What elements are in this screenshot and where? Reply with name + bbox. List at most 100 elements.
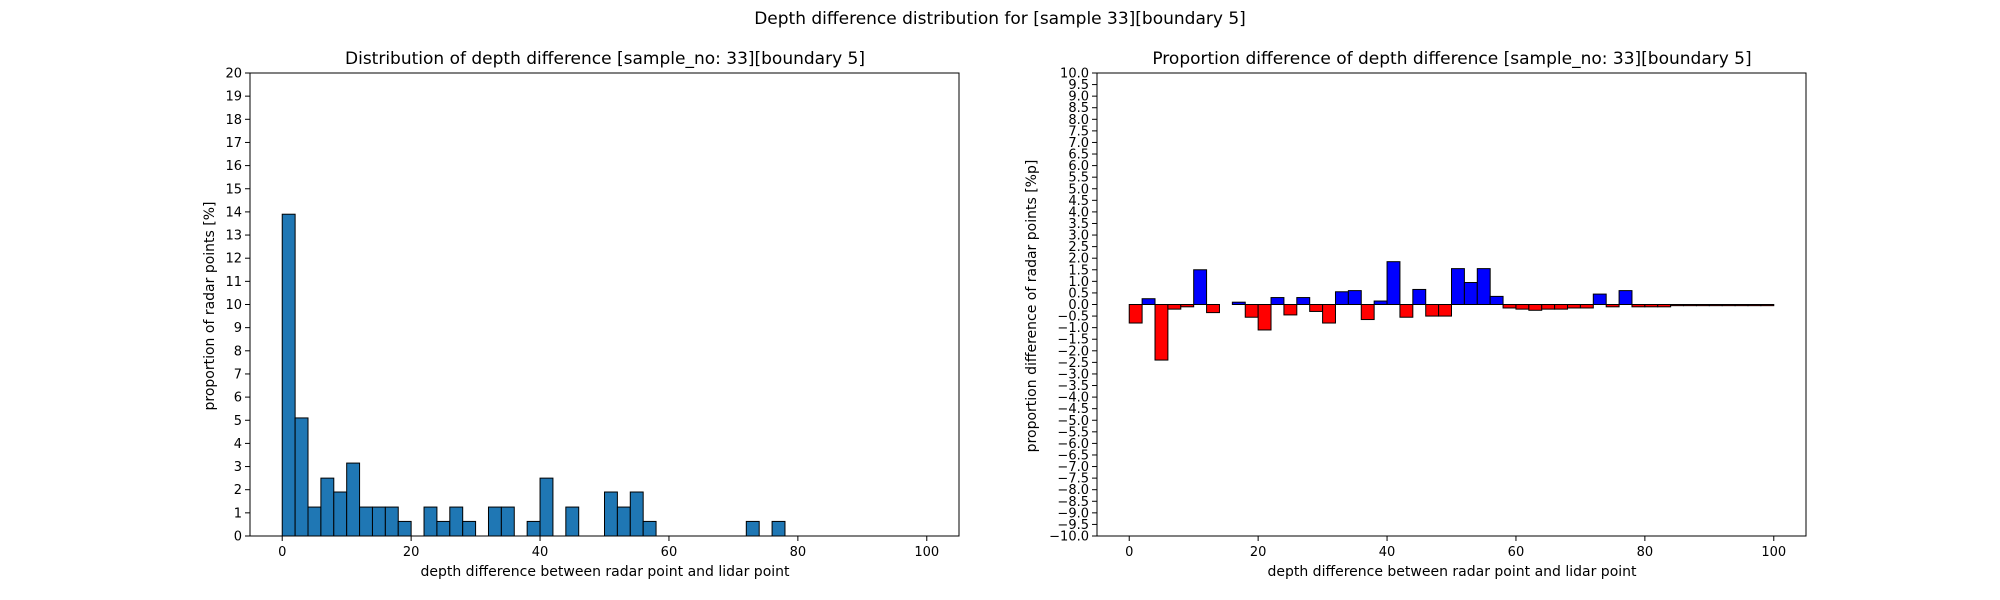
y-tick-label: 6.5 [1068, 148, 1089, 163]
bar [1141, 298, 1156, 305]
y-axis-label: proportion of radar points [%] [202, 201, 218, 410]
y-tick-label: −9.5 [1057, 518, 1089, 533]
bar [1309, 304, 1324, 312]
bar [604, 491, 618, 537]
y-tick-label: −3.0 [1057, 367, 1089, 382]
y-tick-label: 2.5 [1068, 240, 1089, 255]
bar [1631, 304, 1646, 308]
bar [1541, 304, 1556, 310]
y-tick-label: 11 [225, 275, 242, 290]
y-tick-label: −7.5 [1057, 472, 1089, 487]
bar [1579, 304, 1594, 309]
bars [281, 213, 786, 537]
bar [526, 520, 541, 537]
y-tick-label: −8.5 [1057, 495, 1089, 510]
bar [745, 520, 760, 537]
y-tick-label: −8.0 [1057, 483, 1089, 498]
bar [1708, 304, 1723, 307]
bar [1592, 293, 1607, 305]
bar [1193, 269, 1208, 305]
y-tick-label: 6.0 [1068, 159, 1089, 174]
x-tick-label: 80 [1637, 545, 1654, 560]
y-tick-label: 6 [234, 391, 242, 406]
bar [1412, 288, 1427, 306]
x-axis-label: depth difference between radar point and… [420, 564, 790, 580]
bar [616, 506, 631, 537]
y-tick-label: 15 [225, 182, 242, 197]
bar [1657, 304, 1672, 308]
y-tick-label: 10 [225, 298, 242, 313]
y-tick-label: 4 [234, 437, 242, 452]
bar [1167, 304, 1182, 310]
bar [1425, 304, 1440, 317]
y-tick-label: 1.0 [1068, 275, 1089, 290]
y-tick-label: 14 [225, 205, 242, 220]
y-tick-label: 0 [234, 530, 242, 545]
bar [1515, 304, 1530, 310]
bar [1386, 261, 1401, 305]
x-axis-label: depth difference between radar point and… [1267, 564, 1637, 580]
y-tick-label: 13 [225, 229, 242, 244]
y-tick-label: 3.5 [1068, 217, 1089, 232]
bar [423, 506, 438, 537]
y-tick-label: −6.5 [1057, 448, 1089, 463]
chart-title: Distribution of depth difference [sample… [345, 49, 865, 69]
difference-chart: Proportion difference of depth differenc… [1024, 49, 1807, 580]
x-tick-label: 80 [790, 545, 807, 560]
y-tick-label: 8.0 [1068, 113, 1089, 128]
bar [1399, 304, 1414, 318]
bar [1322, 304, 1336, 324]
bar [307, 506, 322, 537]
y-tick-label: 4.0 [1068, 205, 1089, 220]
bar [320, 477, 335, 537]
bar [1296, 297, 1311, 305]
y-tick-label: 1.5 [1068, 263, 1089, 278]
bar [1695, 304, 1710, 307]
bar [565, 506, 580, 537]
y-tick-label: −2.0 [1057, 344, 1089, 359]
x-tick-label: 0 [1125, 545, 1133, 560]
y-tick-label: 3 [234, 460, 242, 475]
y-tick-label: 17 [225, 136, 242, 151]
bar [1760, 304, 1775, 307]
bar [359, 506, 373, 537]
bar [1451, 268, 1465, 305]
bar [1618, 290, 1633, 305]
bar [1567, 304, 1581, 309]
y-tick-label: 4.5 [1068, 194, 1089, 209]
y-tick-label: 0.0 [1068, 298, 1089, 313]
y-tick-label: 18 [225, 113, 242, 128]
bar [371, 506, 386, 537]
x-tick-label: 40 [1379, 545, 1396, 560]
y-ticks: −10.0−9.5−9.0−8.5−8.0−7.5−7.0−6.5−6.0−5.… [1049, 67, 1097, 545]
bar [500, 506, 515, 537]
bar [539, 477, 554, 537]
y-tick-label: 7.0 [1068, 136, 1089, 151]
bar [1747, 304, 1762, 307]
y-tick-label: −4.5 [1057, 402, 1089, 417]
y-tick-label: −1.0 [1057, 321, 1089, 336]
bar [1360, 304, 1375, 321]
x-tick-label: 60 [1508, 545, 1525, 560]
bars [1128, 261, 1775, 361]
y-axis-label: proportion difference of radar points [%… [1024, 160, 1040, 453]
bar [384, 506, 399, 537]
bar [449, 506, 464, 537]
bar [1347, 290, 1362, 305]
bar [1180, 304, 1195, 308]
bar [1334, 291, 1349, 305]
bar [1244, 304, 1259, 318]
bar [397, 520, 412, 537]
bar [771, 520, 786, 537]
bar [436, 520, 451, 537]
y-tick-label: 12 [225, 252, 242, 267]
x-ticks: 0 20 40 60 80 100 [278, 536, 939, 560]
y-tick-label: 0.5 [1068, 286, 1089, 301]
bar [1373, 300, 1388, 305]
y-tick-label: 9.5 [1068, 78, 1089, 93]
bar [1489, 295, 1504, 305]
bar [629, 491, 644, 537]
y-tick-label: 1 [234, 506, 242, 521]
histogram-chart: Distribution of depth difference [sample… [202, 49, 960, 580]
